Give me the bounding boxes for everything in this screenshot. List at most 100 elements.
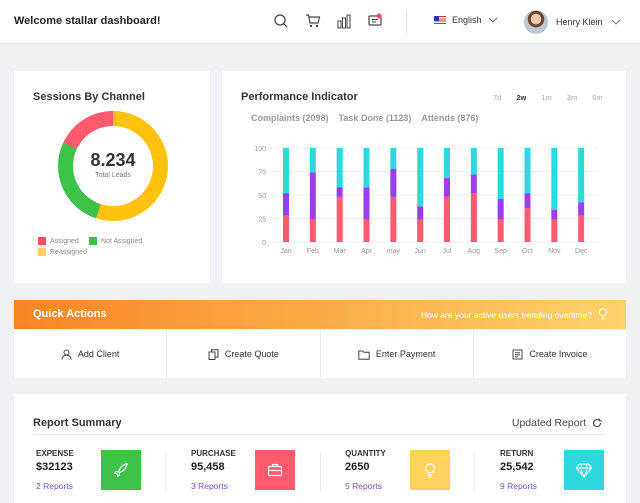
bar-chart-icon[interactable]: [336, 13, 352, 29]
sessions-title: Sessions By Channel: [33, 91, 145, 103]
stat-label: EXPENSE: [36, 449, 74, 458]
chip-task-done[interactable]: Task Done (1123): [338, 113, 412, 123]
x-tick-label: Feb: [307, 248, 319, 255]
bar-segment-jan-2: [283, 148, 289, 194]
y-tick-label: 50: [258, 193, 266, 200]
stat-value: $32123: [36, 461, 73, 473]
stat-divider: [474, 452, 475, 492]
quick-actions-row: Add Client Create Quote Enter Payment Cr…: [14, 330, 626, 378]
create-quote-label: Create Quote: [224, 349, 279, 359]
bar-segment-jul-1: [444, 178, 450, 197]
divider: [33, 434, 606, 435]
donut-center: 8.234 Total Leads: [73, 126, 153, 206]
invoice-icon: [512, 349, 523, 359]
legend-swatch: [38, 237, 46, 245]
x-tick-label: Dec: [575, 248, 588, 255]
stat-value: 2650: [345, 461, 370, 473]
range-7d[interactable]: 7d: [493, 93, 502, 102]
performance-chips: Complaints (2098) Task Done (1123) Atten…: [251, 113, 478, 123]
cart-icon[interactable]: [305, 13, 321, 29]
quick-actions-hint: How are your active users trending overt…: [420, 310, 592, 320]
stat-value: 25,542: [500, 461, 534, 473]
chevron-down-icon: [611, 19, 620, 25]
stat-value: 95,458: [191, 461, 225, 473]
bar-segment-nov-0: [551, 219, 558, 242]
quick-actions-title: Quick Actions: [33, 308, 107, 320]
y-tick-label: 25: [258, 217, 266, 224]
stat-reports-link[interactable]: 5 Reports: [345, 481, 382, 491]
bar-segment-may-2: [390, 148, 397, 169]
stat-label: PURCHASE: [191, 449, 236, 458]
search-icon[interactable]: [273, 13, 289, 29]
add-client-label: Add Client: [77, 349, 120, 359]
x-tick-label: Jan: [280, 248, 291, 255]
updated-report-button[interactable]: Updated Report: [512, 417, 602, 429]
bar-segment-nov-2: [551, 148, 558, 211]
bar-segment-dec-1: [578, 202, 585, 216]
rocket-icon-box: [101, 450, 141, 490]
language-selector[interactable]: English: [434, 15, 498, 25]
message-icon[interactable]: [367, 13, 383, 29]
bar-segment-mar-1: [336, 187, 343, 197]
report-summary-title: Report Summary: [33, 417, 122, 429]
top-navbar: Welcome stallar dashboard! English Henry…: [0, 0, 640, 44]
refresh-icon: [593, 418, 602, 428]
lightbulb-icon-box: [410, 450, 450, 490]
us-flag-icon: [434, 16, 446, 24]
range-2w[interactable]: 2w: [516, 93, 527, 102]
user-menu[interactable]: Henry Klein: [524, 10, 621, 34]
range-1m[interactable]: 1m: [541, 93, 552, 102]
x-tick-label: Jun: [415, 248, 426, 255]
bar-segment-jun-2: [417, 148, 424, 207]
chip-complaints[interactable]: Complaints (2098): [251, 113, 329, 123]
bar-segment-apr-0: [363, 219, 370, 242]
bar-segment-oct-0: [524, 208, 531, 242]
x-tick-label: may: [387, 248, 401, 255]
bar-segment-dec-2: [578, 148, 585, 203]
legend-label: Assigned: [50, 237, 79, 245]
chip-attends[interactable]: Attends (876): [421, 113, 479, 123]
stat-return: RETURN 25,542 9 Reports: [500, 449, 537, 491]
range-3m[interactable]: 3m: [566, 93, 578, 102]
stat-label: QUANTITY: [345, 449, 386, 458]
create-invoice-label: Create Invoice: [529, 349, 588, 359]
x-tick-label: Sep: [494, 248, 507, 255]
diamond-icon: [575, 463, 593, 479]
stat-reports-link[interactable]: 2 Reports: [36, 481, 73, 491]
performance-title: Performance Indicator: [241, 91, 358, 103]
create-quote-button[interactable]: Create Quote: [167, 330, 321, 378]
enter-payment-button[interactable]: Enter Payment: [321, 330, 474, 378]
stat-reports-link[interactable]: 3 Reports: [191, 481, 228, 491]
chevron-down-icon: [488, 17, 497, 23]
bar-segment-dec-0: [578, 215, 585, 242]
enter-payment-label: Enter Payment: [375, 349, 436, 359]
legend-assigned: Assigned: [38, 237, 79, 245]
lightbulb-icon: [424, 463, 436, 478]
bar-segment-sep-2: [497, 148, 504, 199]
bar-segment-oct-1: [524, 193, 531, 209]
add-client-button[interactable]: Add Client: [14, 330, 168, 378]
stat-expense: EXPENSE $32123 2 Reports: [36, 449, 74, 491]
x-tick-label: Nov: [548, 248, 561, 255]
bar-segment-nov-1: [551, 210, 558, 220]
bar-segment-mar-0: [336, 196, 343, 242]
range-6m[interactable]: 6m: [592, 93, 603, 102]
performance-bar-chart: 0 25 50 75 100 Jan Feb Mar Apr may Jun Jul Aug Sep Oct…: [254, 146, 598, 255]
bar-segment-jun-1: [417, 206, 424, 220]
bar-segment-oct-2: [524, 148, 531, 194]
x-tick-label: Jul: [443, 248, 452, 255]
create-invoice-button[interactable]: Create Invoice: [474, 330, 626, 378]
rocket-icon: [113, 463, 128, 478]
legend-swatch: [89, 237, 97, 245]
bar-segment-sep-0: [497, 219, 504, 242]
bar-segment-sep-1: [497, 198, 504, 220]
legend-label: Reassigned: [50, 248, 87, 256]
sessions-donut-chart: 8.234 Total Leads: [58, 111, 168, 221]
x-tick-label: Aug: [468, 248, 481, 255]
stat-divider: [320, 452, 321, 492]
bar-segment-apr-1: [363, 187, 370, 220]
briefcase-icon-box: [255, 450, 295, 490]
briefcase-icon: [267, 463, 283, 477]
stat-reports-link[interactable]: 9 Reports: [500, 481, 537, 491]
diamond-icon-box: [564, 450, 604, 490]
